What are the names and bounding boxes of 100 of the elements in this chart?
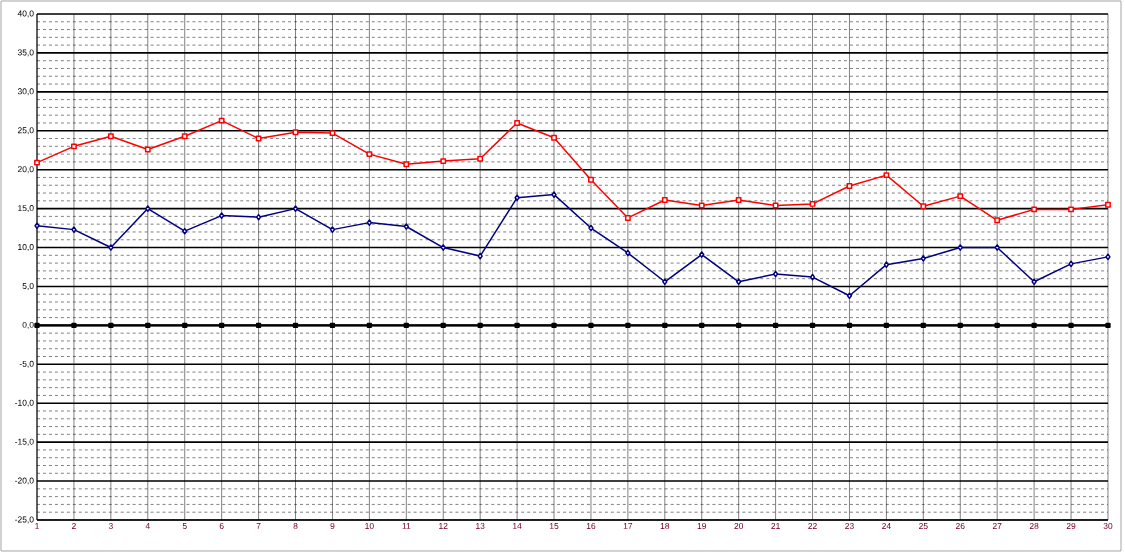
point xyxy=(34,222,40,230)
point xyxy=(1068,322,1074,329)
point xyxy=(514,322,520,329)
point xyxy=(662,322,668,329)
x-tick-label: 15 xyxy=(549,523,559,529)
point xyxy=(735,197,742,203)
y-tick-label: 25,0 xyxy=(17,127,34,135)
point xyxy=(1105,201,1111,208)
point xyxy=(772,270,779,278)
point xyxy=(440,244,446,251)
point xyxy=(994,322,1000,329)
x-tick-label: 7 xyxy=(256,523,261,529)
x-tick-label: 14 xyxy=(513,523,522,529)
point xyxy=(883,261,890,268)
point xyxy=(957,322,963,329)
point xyxy=(588,322,594,329)
x-tick-label: 12 xyxy=(439,523,448,529)
point xyxy=(255,322,262,329)
y-tick-label: -5,0 xyxy=(19,360,34,368)
point xyxy=(551,191,557,198)
y-tick-label: 10,0 xyxy=(18,244,34,252)
point xyxy=(145,322,151,329)
y-tick-label: 5,0 xyxy=(22,282,34,290)
point xyxy=(145,205,151,212)
y-tick-label: -15,0 xyxy=(15,438,34,446)
point xyxy=(551,322,557,329)
x-tick-label: 30 xyxy=(1103,523,1113,529)
y-tick-label: 20,0 xyxy=(17,166,34,174)
point xyxy=(329,322,336,329)
x-tick-label: 11 xyxy=(402,523,411,529)
point xyxy=(292,129,299,136)
x-tick-label: 23 xyxy=(845,523,854,529)
point xyxy=(920,203,927,210)
point xyxy=(809,200,816,207)
point xyxy=(440,158,447,165)
point xyxy=(624,215,631,221)
point xyxy=(1031,278,1037,286)
point xyxy=(772,202,779,209)
point xyxy=(772,322,779,329)
x-tick-label: 2 xyxy=(72,523,76,529)
point xyxy=(71,226,77,233)
x-tick-label: 17 xyxy=(623,523,633,529)
point xyxy=(625,322,631,329)
point xyxy=(883,322,890,329)
x-tick-label: 4 xyxy=(145,523,150,529)
y-tick-label: 35,0 xyxy=(17,49,34,57)
point xyxy=(551,134,557,141)
point xyxy=(957,193,964,200)
point xyxy=(329,130,336,137)
point xyxy=(994,244,1000,251)
y-tick-label: 0,0 xyxy=(22,321,34,329)
point xyxy=(699,322,705,329)
x-tick-label: 20 xyxy=(734,523,744,529)
point xyxy=(34,322,40,329)
point xyxy=(698,202,705,209)
point xyxy=(292,322,299,329)
point xyxy=(255,213,262,221)
point xyxy=(477,252,483,260)
point xyxy=(71,143,77,150)
point xyxy=(1105,253,1111,261)
x-tick-label: 8 xyxy=(293,523,298,529)
point xyxy=(366,219,373,226)
point xyxy=(181,133,188,140)
point xyxy=(957,244,963,251)
point xyxy=(846,322,853,329)
point xyxy=(403,223,409,230)
x-tick-label: 24 xyxy=(882,523,891,529)
x-tick-label: 26 xyxy=(955,523,965,529)
x-tick-label: 27 xyxy=(992,523,1002,529)
point xyxy=(329,226,336,233)
y-tick-label: -20,0 xyxy=(15,477,34,485)
x-tick-label: 25 xyxy=(919,523,928,529)
point xyxy=(662,278,668,286)
x-tick-label: 18 xyxy=(660,523,670,529)
point xyxy=(588,224,594,232)
point xyxy=(477,322,483,329)
point xyxy=(71,322,77,329)
y-tick-label: 15,0 xyxy=(18,205,34,213)
point xyxy=(292,205,299,212)
x-tick-label: 10 xyxy=(365,523,374,529)
point xyxy=(514,194,520,202)
x-tick-label: 22 xyxy=(808,523,817,529)
point xyxy=(699,251,705,258)
y-tick-label: -10,0 xyxy=(15,399,34,407)
point xyxy=(144,146,151,153)
y-tick-label: -25,0 xyxy=(15,516,34,524)
y-tick-label: 40,0 xyxy=(17,10,34,18)
point xyxy=(514,120,521,126)
point xyxy=(403,161,410,168)
point xyxy=(1105,322,1111,329)
x-tick-label: 19 xyxy=(697,523,707,529)
point xyxy=(920,322,927,329)
x-tick-label: 9 xyxy=(330,523,335,529)
point xyxy=(1031,322,1037,329)
point xyxy=(735,322,742,329)
x-tick-label: 29 xyxy=(1066,523,1076,529)
point xyxy=(920,255,927,262)
y-tick-label: 30,0 xyxy=(17,88,34,96)
x-tick-label: 21 xyxy=(771,523,780,529)
point xyxy=(994,217,1001,224)
